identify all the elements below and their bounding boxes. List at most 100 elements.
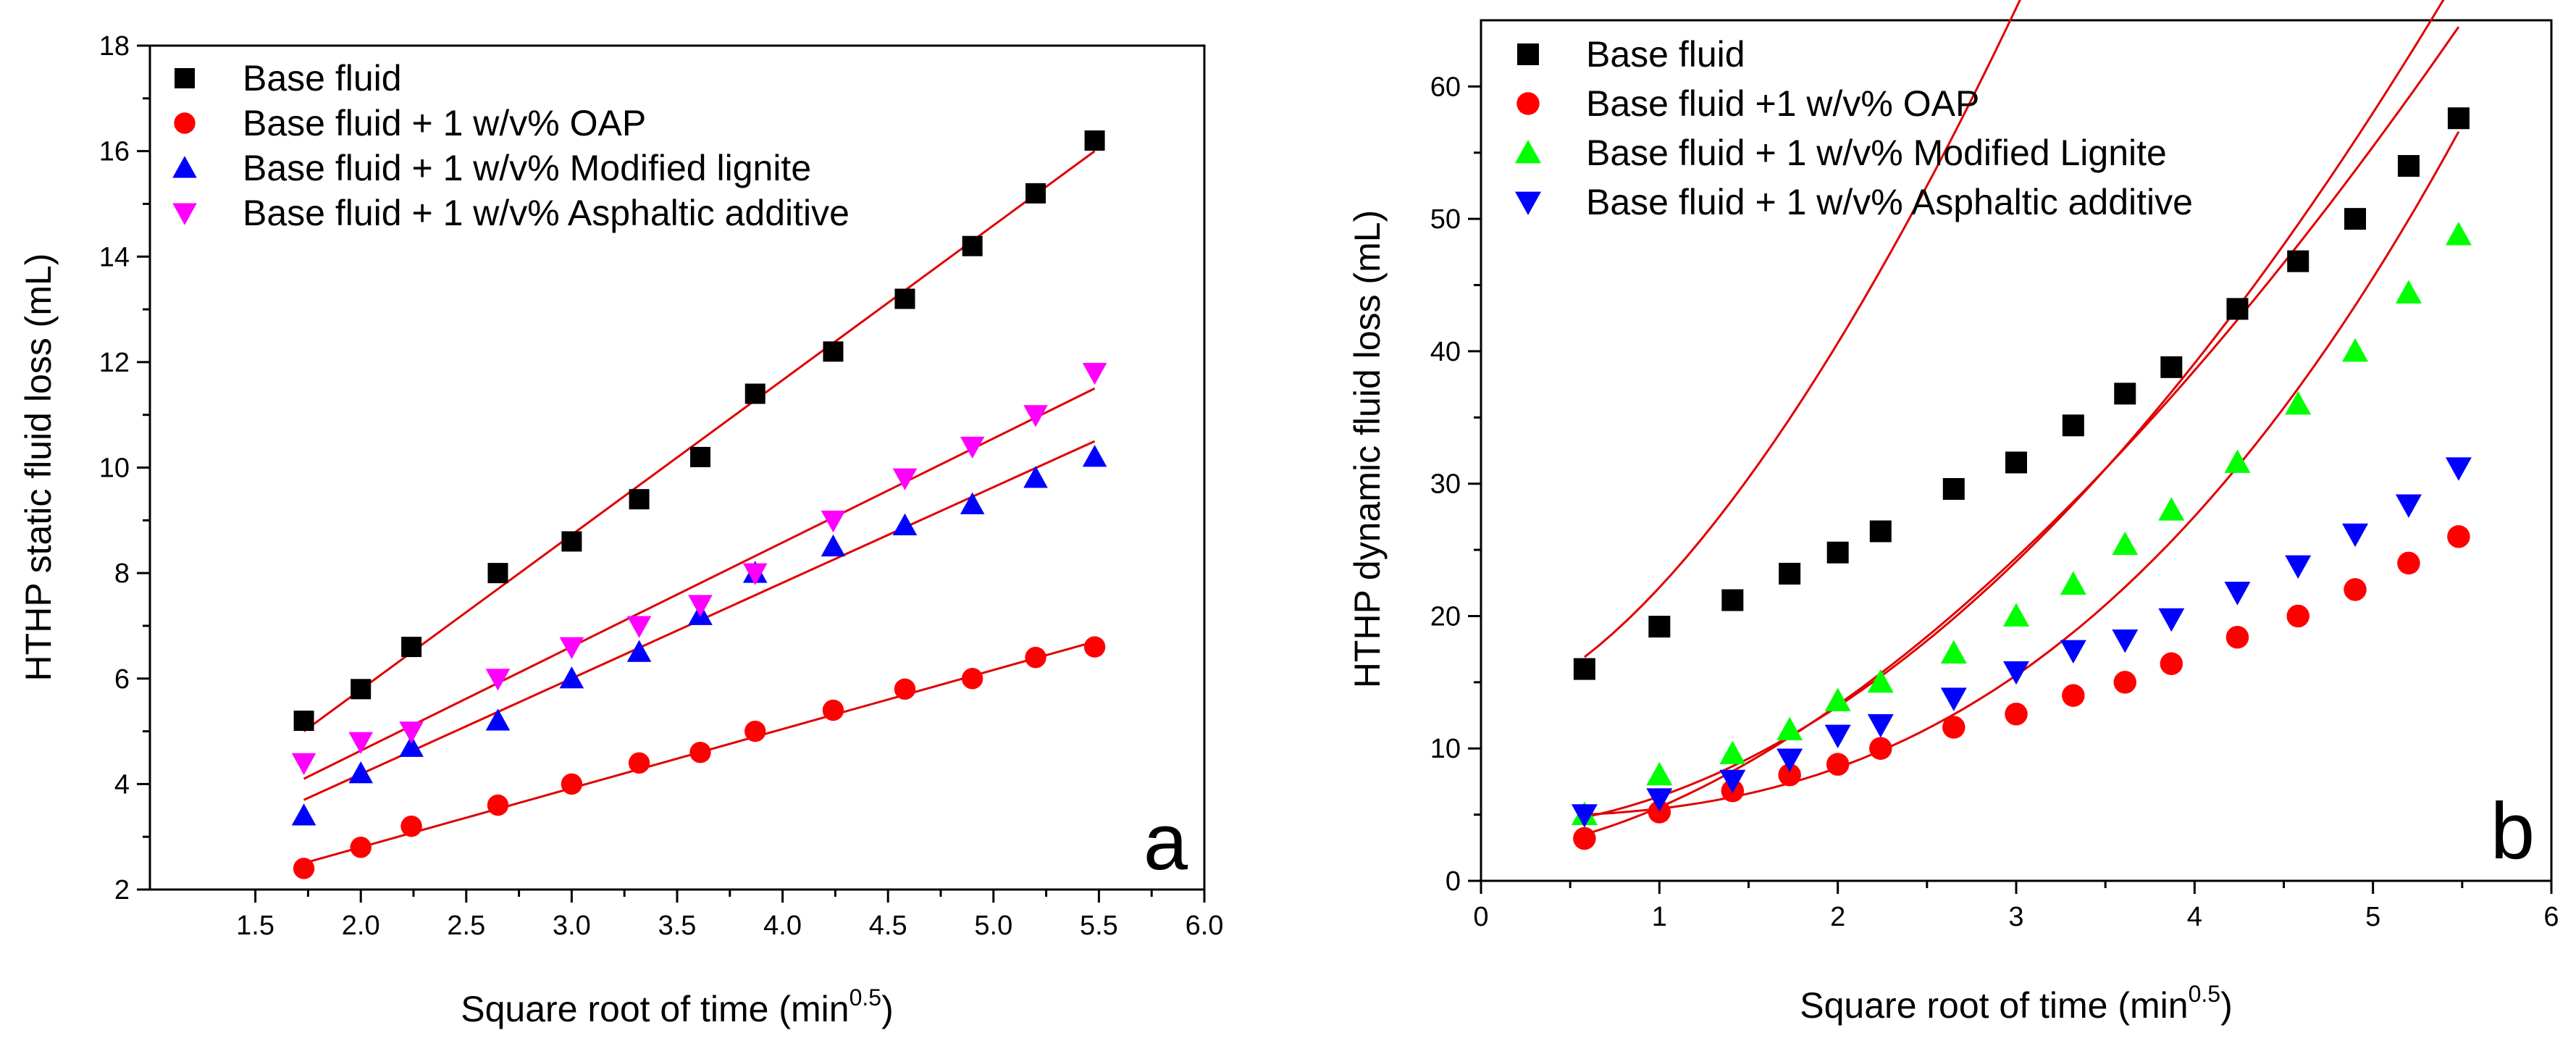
data-point	[1084, 130, 1105, 151]
x-tick-label: 3	[2008, 902, 2023, 932]
data-point	[1776, 748, 1803, 772]
data-point	[1573, 827, 1596, 850]
legend-label: Base fluid + 1 w/v% Modified lignite	[243, 148, 811, 188]
x-tick-label: 2	[1830, 902, 1845, 932]
x-tick-label: 5	[2365, 902, 2380, 932]
data-point	[1942, 716, 1965, 739]
data-point	[894, 288, 915, 309]
y-tick-label: 6	[114, 664, 130, 695]
y-tick-labels: 2 4 6 8 10 12 14 16 18	[99, 31, 130, 905]
data-points	[1571, 107, 2472, 850]
x-tick-label: 6	[2543, 902, 2559, 932]
x-axis-label: Square root of time (min0.5)	[1800, 981, 2232, 1026]
x-axis-label: Square root of time (min0.5)	[461, 984, 893, 1029]
data-point	[2287, 250, 2309, 272]
data-point	[2225, 625, 2249, 649]
x-tick-label: 4	[2187, 902, 2202, 932]
data-point	[2005, 451, 2027, 474]
x-tick-label: 3.5	[658, 911, 697, 941]
data-point	[291, 753, 316, 776]
data-point	[2114, 382, 2136, 405]
data-point	[487, 794, 509, 816]
data-point	[2286, 604, 2309, 628]
y-tick-label: 20	[1430, 601, 1461, 632]
data-point	[1082, 362, 1107, 385]
x-tick-labels: 0 1 2 3 4 5 6	[1473, 902, 2559, 932]
x-tick-label: 1	[1652, 902, 1667, 932]
data-point	[1025, 646, 1046, 669]
data-point	[744, 720, 766, 742]
data-point	[1869, 520, 1892, 543]
data-point	[689, 741, 711, 763]
data-point	[1776, 716, 1803, 741]
legend-marker	[1517, 43, 1539, 65]
data-point	[2226, 298, 2249, 320]
data-point	[1721, 589, 1744, 611]
data-point	[2285, 555, 2312, 580]
data-point	[559, 637, 584, 659]
data-point	[961, 668, 983, 690]
data-points	[291, 130, 1107, 879]
legend: Base fluid Base fluid +1 w/v% OAP Base flu…	[1515, 34, 2193, 222]
y-tick-label: 10	[99, 453, 130, 484]
data-point	[2342, 523, 2369, 548]
data-point	[561, 531, 582, 552]
panel-label: b	[2491, 787, 2535, 876]
x-tick-label: 3.0	[553, 911, 591, 941]
legend-marker	[174, 112, 196, 134]
y-tick-label: 30	[1430, 469, 1461, 500]
y-tick-label: 50	[1430, 204, 1461, 235]
legend-marker	[1516, 92, 1540, 115]
data-point	[960, 492, 985, 514]
legend-marker	[172, 156, 197, 178]
data-point	[2445, 457, 2472, 481]
data-point	[2060, 640, 2086, 664]
data-point	[1779, 562, 1801, 585]
data-point	[2285, 391, 2312, 415]
data-point	[1023, 405, 1048, 427]
x-tick-labels: 1.5 2.0 2.5 3.0 3.5 4.0 4.5 5.0 5.5 6.0	[236, 911, 1223, 941]
data-point	[2224, 449, 2251, 473]
data-point	[1867, 669, 1894, 693]
data-point	[822, 699, 844, 721]
data-point	[293, 858, 315, 879]
data-point	[2003, 603, 2029, 627]
y-tick-label: 60	[1430, 72, 1461, 102]
data-point	[559, 666, 584, 689]
x-tick-label: 6.0	[1186, 911, 1224, 941]
axis-ticks	[137, 44, 1206, 903]
data-point	[2158, 497, 2185, 521]
data-point	[1942, 478, 1965, 501]
data-point	[487, 563, 508, 584]
legend-label: Base fluid	[1586, 34, 1745, 75]
data-point	[2160, 356, 2183, 378]
data-point	[2005, 702, 2028, 726]
data-point	[1573, 658, 1595, 680]
data-point	[1083, 636, 1106, 658]
data-point	[2224, 582, 2251, 606]
data-point	[1778, 763, 1801, 787]
y-tick-label: 18	[99, 31, 130, 62]
data-point	[629, 489, 650, 510]
x-tick-label: 5.0	[974, 911, 1012, 941]
data-point	[399, 735, 424, 757]
y-tick-label: 8	[114, 558, 130, 589]
x-tick-label: 0	[1473, 902, 1488, 932]
data-point	[399, 721, 424, 744]
data-point	[894, 678, 916, 700]
data-point	[626, 616, 652, 638]
data-point	[1648, 800, 1671, 824]
data-point	[351, 679, 372, 700]
data-point	[2395, 494, 2422, 518]
data-point	[293, 711, 314, 731]
data-point	[960, 436, 985, 459]
data-point	[1023, 466, 1048, 488]
data-point	[688, 595, 713, 617]
data-point	[1719, 740, 1746, 764]
data-point	[690, 446, 711, 467]
y-tick-labels: 0 10 20 30 40 50 60	[1430, 72, 1461, 897]
data-point	[1824, 687, 1851, 711]
chart-panel-a: 1.5 2.0 2.5 3.0 3.5 4.0 4.5 5.0 5.5 6.0 2 4 6 8 10 12 1…	[18, 31, 1223, 1029]
data-point	[348, 732, 373, 754]
